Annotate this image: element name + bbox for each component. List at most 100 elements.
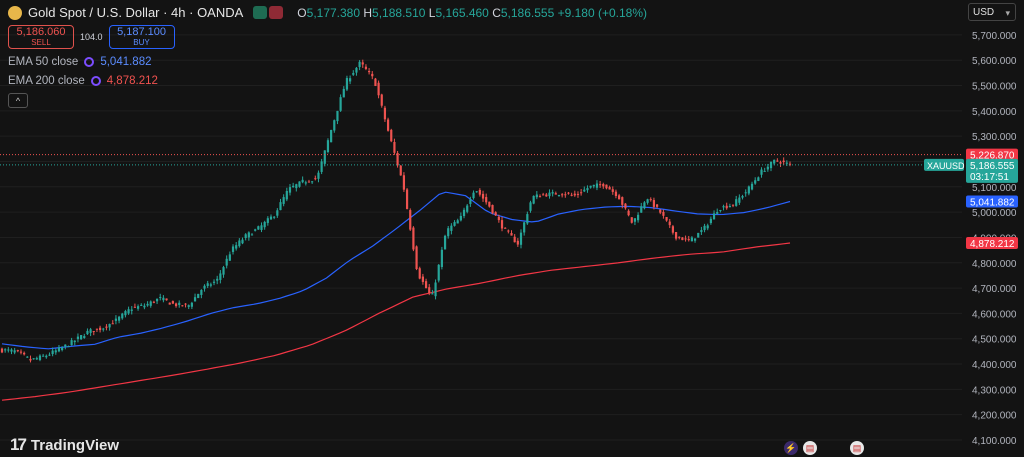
buy-button[interactable]: 5,187.100 BUY <box>108 25 175 49</box>
candle <box>418 266 421 280</box>
candle <box>564 191 567 198</box>
candle <box>250 233 254 236</box>
us-flag-event-icon[interactable]: ▤ <box>850 441 864 455</box>
candle-body <box>434 282 437 297</box>
candle-body <box>260 225 263 230</box>
y-tick-label: 4,500.000 <box>972 335 1017 346</box>
candle-body <box>304 182 307 184</box>
candle <box>288 184 292 196</box>
candle <box>374 77 377 87</box>
candle <box>16 349 19 353</box>
loading-cycle-icon <box>84 57 95 67</box>
candle-body <box>532 195 535 204</box>
candle <box>735 195 738 207</box>
candle <box>763 167 766 172</box>
candle <box>652 197 656 210</box>
candle <box>589 185 592 189</box>
gold-symbol-icon <box>8 5 22 20</box>
candle-body <box>494 212 497 216</box>
candle-body <box>731 204 735 206</box>
candle-body <box>412 227 415 250</box>
candle <box>561 192 564 198</box>
currency-select[interactable]: USD ▾ <box>968 3 1016 21</box>
candle <box>497 214 500 223</box>
candle <box>412 226 415 252</box>
candle <box>716 208 719 215</box>
price-lines <box>0 154 962 166</box>
indicator-ema50[interactable]: EMA 50 close 5,041.882 <box>8 56 152 68</box>
candle-body <box>200 289 203 295</box>
candle <box>165 298 168 301</box>
candle <box>706 223 709 231</box>
candle <box>649 197 652 202</box>
candle <box>548 189 551 199</box>
candle-body <box>171 301 174 304</box>
candle <box>155 298 159 305</box>
candle-body <box>554 193 557 195</box>
candle-body <box>7 349 10 351</box>
candle-body <box>776 160 779 162</box>
candle-body <box>760 169 763 175</box>
candle <box>424 278 428 289</box>
candle <box>279 198 282 211</box>
candle <box>42 353 45 357</box>
candle-body <box>23 352 26 355</box>
candle-body <box>292 185 295 188</box>
candle <box>507 229 510 234</box>
candle-body <box>383 107 387 120</box>
candle <box>67 345 70 348</box>
candle-body <box>712 213 716 220</box>
indicator-ema200[interactable]: EMA 200 close 4,878.212 <box>8 75 158 87</box>
market-status[interactable] <box>253 6 284 19</box>
candle <box>769 161 773 172</box>
sell-label: SELL <box>31 37 51 47</box>
candle <box>573 190 576 197</box>
candle-body <box>38 355 42 360</box>
y-tick-label: 4,800.000 <box>972 259 1017 270</box>
candle-body <box>67 346 70 348</box>
candle-body <box>671 226 675 233</box>
y-tick-label: 4,200.000 <box>972 411 1017 422</box>
candle <box>0 347 4 354</box>
candle <box>260 222 263 233</box>
candle-body <box>614 191 618 197</box>
high-value: 5,188.510 <box>372 5 426 20</box>
svg-text:5,186.555: 5,186.555 <box>970 161 1015 172</box>
candle <box>76 333 80 343</box>
candle-body <box>371 73 374 77</box>
y-tick-label: 4,400.000 <box>972 360 1017 371</box>
candle <box>311 180 314 184</box>
us-flag-event-icon[interactable]: ▤ <box>803 441 817 455</box>
candle <box>450 223 453 235</box>
candle-body <box>61 347 64 351</box>
open-key: O <box>297 5 307 20</box>
candle <box>349 75 352 85</box>
candle-body <box>690 237 693 242</box>
candle <box>330 129 333 143</box>
symbol-title[interactable]: Gold Spot / U.S. Dollar · 4h · OANDA <box>28 5 244 20</box>
candle-body <box>649 199 652 201</box>
candle-body <box>121 313 124 319</box>
candle-body <box>349 78 352 82</box>
candle <box>728 203 731 208</box>
candle-body <box>244 234 247 238</box>
candle <box>399 165 402 176</box>
candle-body <box>538 196 542 198</box>
candle <box>352 70 355 76</box>
high-price-label: 5,226.870 <box>966 148 1018 162</box>
close-key: C <box>492 5 501 20</box>
candle <box>26 356 29 358</box>
change-value: +9.180 (+0.18%) <box>557 5 648 20</box>
candle-body <box>184 303 187 305</box>
candle <box>121 312 124 320</box>
candle <box>630 217 633 224</box>
candle <box>247 231 250 241</box>
sell-button[interactable]: 5,186.060 SELL <box>8 25 74 49</box>
collapse-legend-button[interactable]: ^ <box>8 93 28 108</box>
candle-body <box>684 238 687 240</box>
lightning-event-icon[interactable]: ⚡ <box>784 441 798 455</box>
candle-body <box>415 246 418 270</box>
candle-body <box>0 348 4 353</box>
candle-body <box>314 178 317 180</box>
